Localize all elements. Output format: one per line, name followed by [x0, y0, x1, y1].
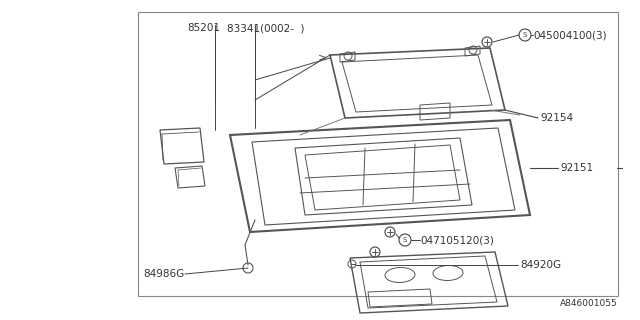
Text: >: >: [317, 52, 326, 62]
Text: 84986G: 84986G: [143, 269, 184, 279]
Text: S: S: [403, 237, 407, 243]
Text: 84920G: 84920G: [520, 260, 561, 270]
Text: A846001055: A846001055: [560, 299, 618, 308]
Text: 047105120(3): 047105120(3): [420, 235, 494, 245]
Text: 83341(0002-  ): 83341(0002- ): [227, 23, 305, 33]
Text: 85201: 85201: [187, 23, 220, 33]
Text: 92151: 92151: [560, 163, 593, 173]
Bar: [138, 12, 618, 296]
Text: S: S: [523, 32, 527, 38]
Text: 045004100(3): 045004100(3): [533, 30, 607, 40]
Text: 92154: 92154: [540, 113, 573, 123]
